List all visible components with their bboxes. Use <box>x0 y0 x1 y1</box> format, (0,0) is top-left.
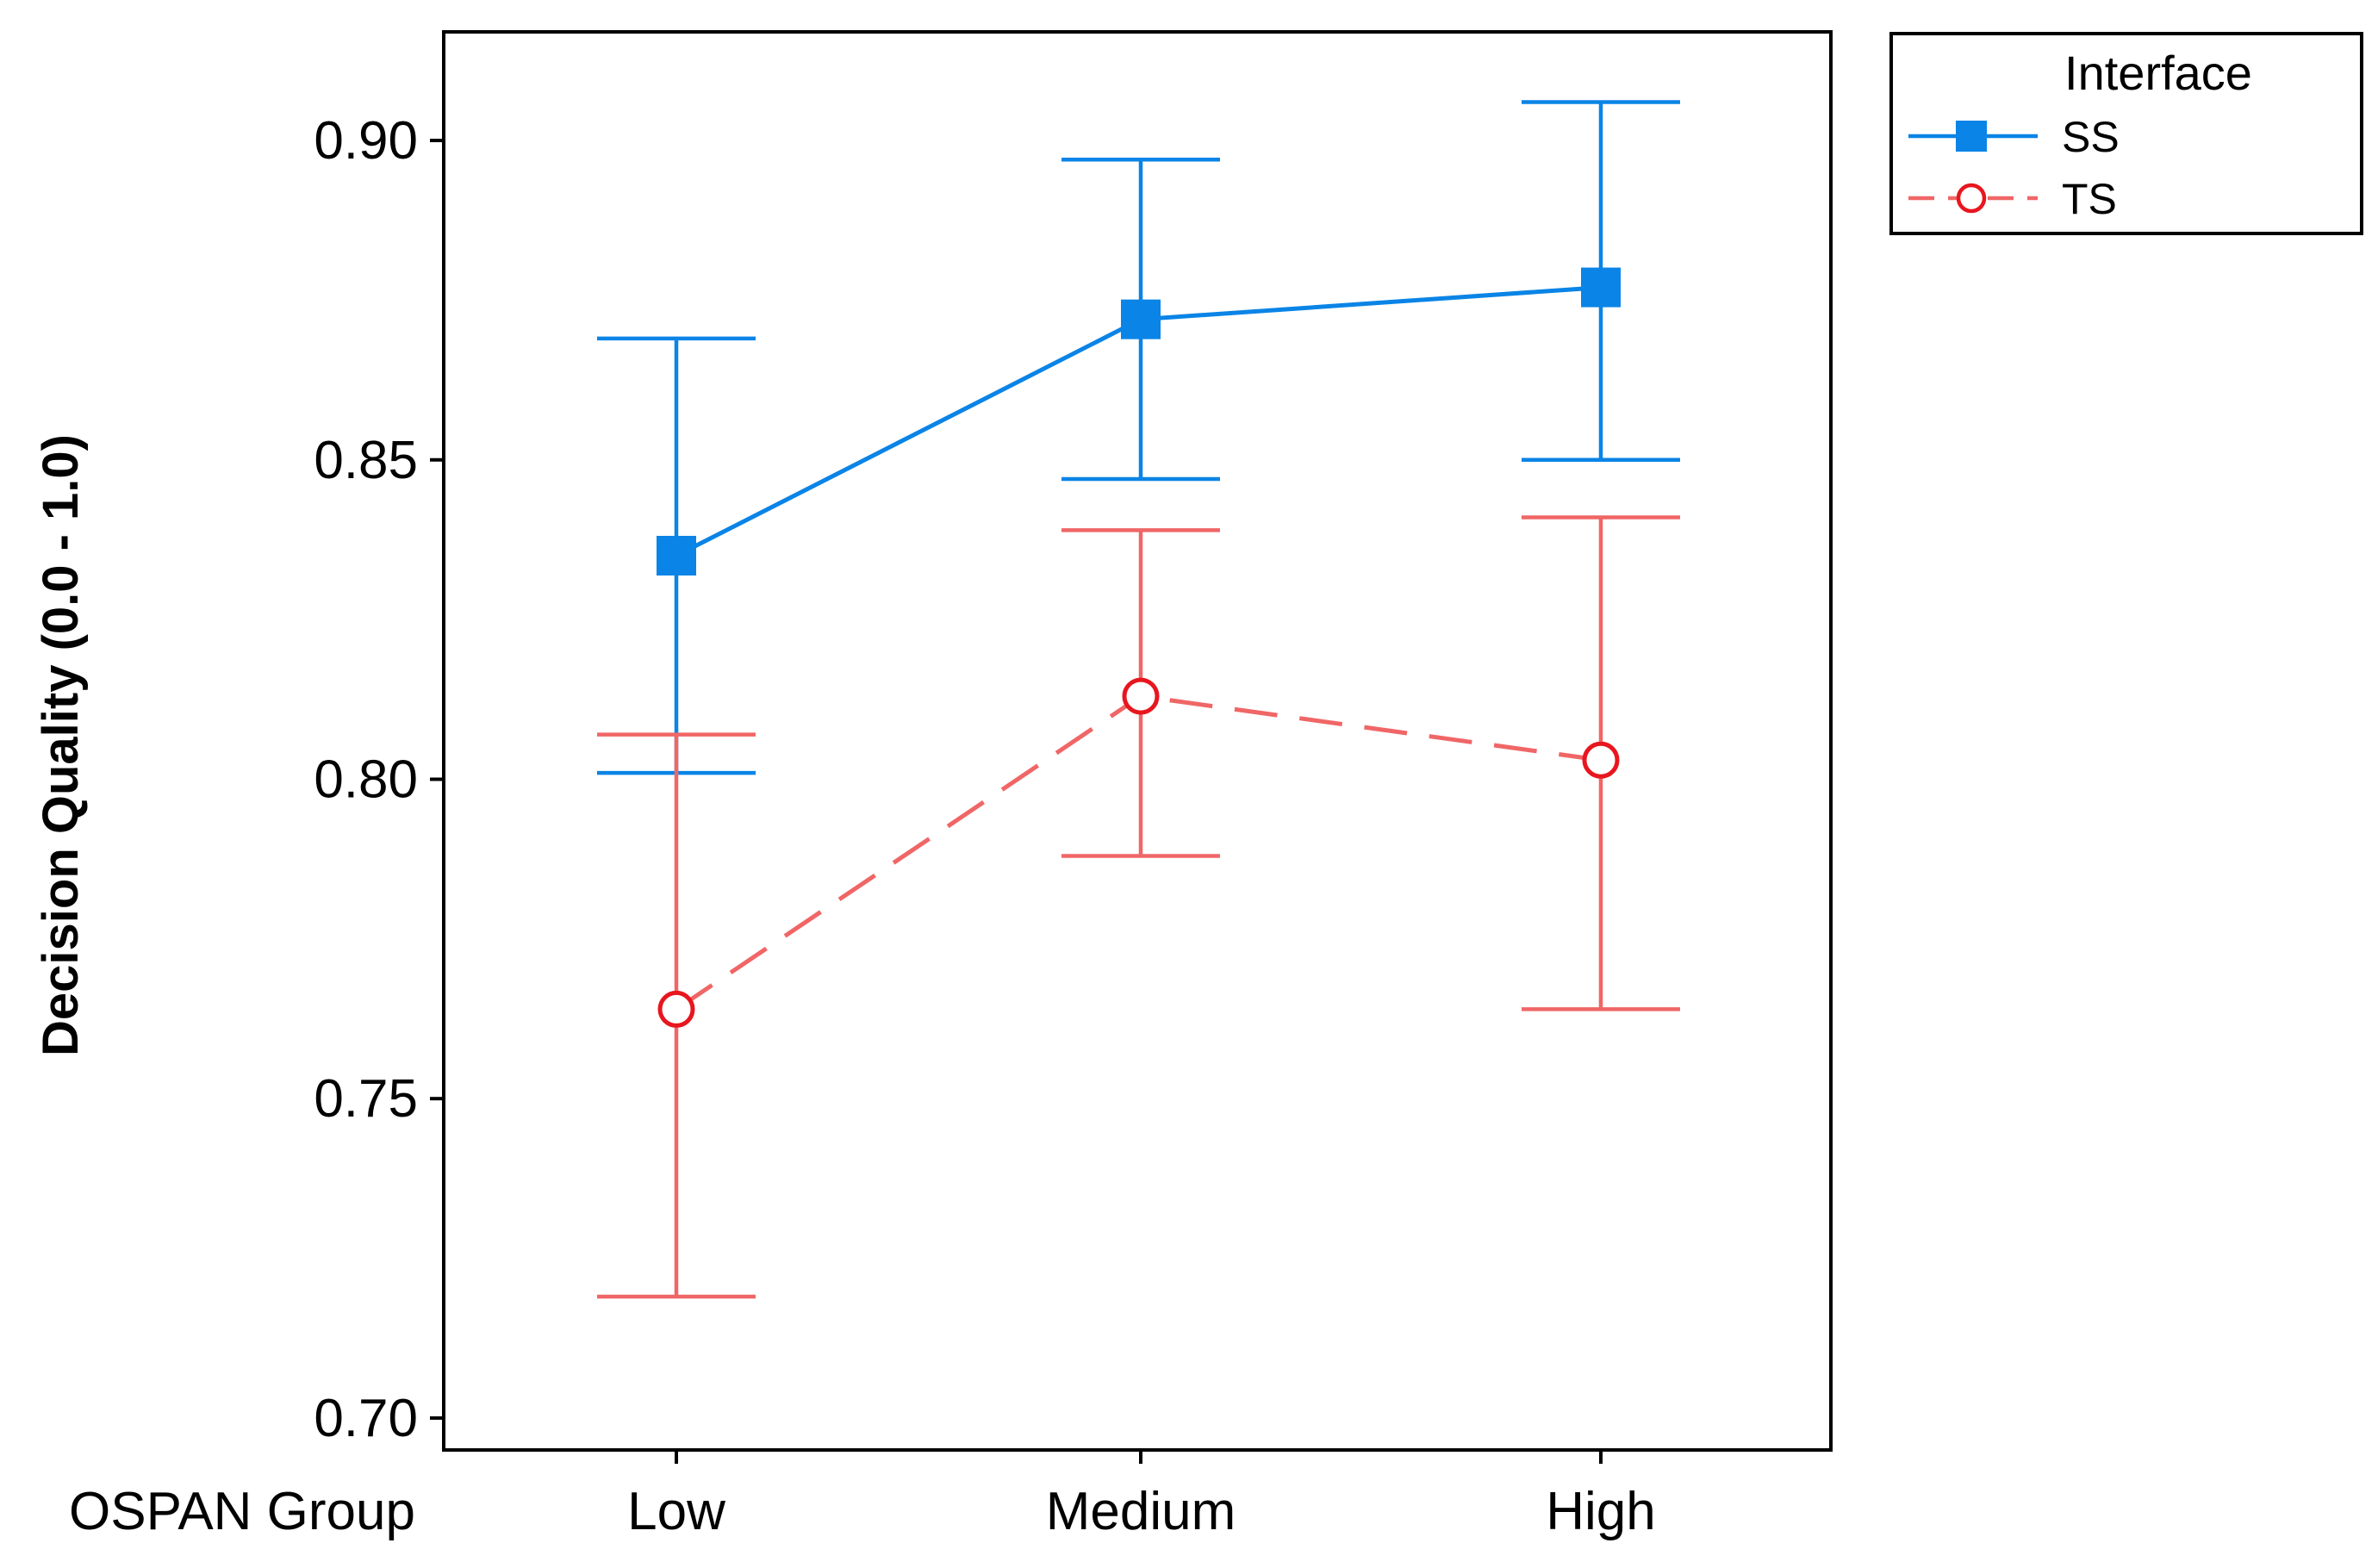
data-point <box>1122 677 1160 715</box>
legend-label: SS <box>2062 113 2120 161</box>
plot-frame-rect <box>442 30 1833 1452</box>
x-axis-label: OSPAN Group <box>69 1482 415 1541</box>
legend-label: TS <box>2062 175 2117 223</box>
series-layer <box>597 100 1680 1299</box>
y-tick-label: 0.80 <box>314 750 418 809</box>
data-point <box>1121 299 1161 339</box>
x-tick-label: Low <box>627 1482 725 1541</box>
legend-title: Interface <box>2064 46 2252 100</box>
legend-item-ts: TS <box>1908 175 2117 223</box>
y-tick-label: 0.75 <box>314 1069 418 1129</box>
series-ts <box>597 515 1680 1299</box>
data-point <box>657 535 696 576</box>
legend: Interface SS TS <box>1889 32 2363 235</box>
y-axis: 0.70 0.75 0.80 0.85 0.90 <box>314 111 444 1448</box>
y-tick-label: 0.70 <box>314 1389 418 1448</box>
data-point <box>657 990 695 1028</box>
y-tick-label: 0.85 <box>314 431 418 490</box>
legend-marker <box>1956 121 1987 152</box>
x-tick-label: High <box>1546 1482 1656 1541</box>
data-point <box>1581 267 1621 308</box>
x-axis: Low Medium High <box>627 1450 1656 1541</box>
legend-item-ss: SS <box>1908 113 2120 161</box>
plot-frame <box>442 30 1833 1452</box>
data-point <box>1582 741 1620 779</box>
x-tick-label: Medium <box>1046 1482 1236 1541</box>
y-axis-label: Decision Quality (0.0 - 1.0) <box>33 434 89 1056</box>
legend-marker <box>1956 183 1987 214</box>
y-tick-label: 0.90 <box>314 111 418 171</box>
